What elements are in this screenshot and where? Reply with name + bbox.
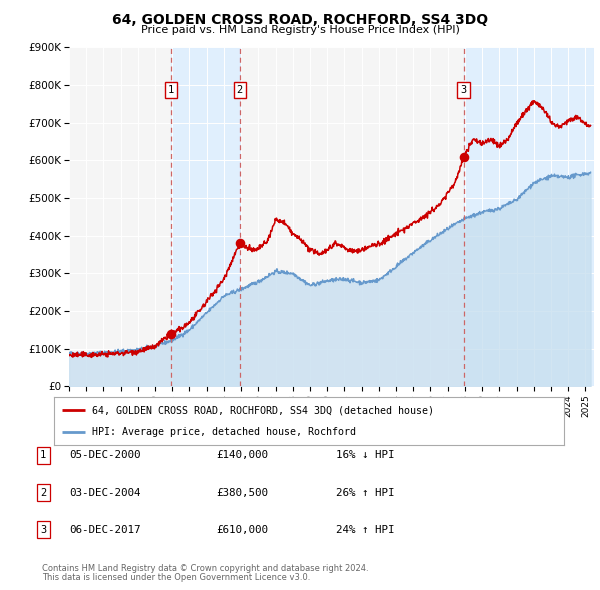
Text: 64, GOLDEN CROSS ROAD, ROCHFORD, SS4 3DQ (detached house): 64, GOLDEN CROSS ROAD, ROCHFORD, SS4 3DQ…	[92, 405, 434, 415]
Text: 24% ↑ HPI: 24% ↑ HPI	[336, 525, 395, 535]
Point	[235, 238, 245, 248]
Text: 1: 1	[168, 84, 174, 94]
Point	[166, 329, 176, 339]
Text: £140,000: £140,000	[216, 451, 268, 460]
Text: 2: 2	[40, 488, 46, 497]
Text: 3: 3	[460, 84, 467, 94]
Bar	[171, 47, 240, 386]
Text: This data is licensed under the Open Government Licence v3.0.: This data is licensed under the Open Gov…	[42, 573, 310, 582]
Text: 64, GOLDEN CROSS ROAD, ROCHFORD, SS4 3DQ: 64, GOLDEN CROSS ROAD, ROCHFORD, SS4 3DQ	[112, 13, 488, 27]
Text: Contains HM Land Registry data © Crown copyright and database right 2024.: Contains HM Land Registry data © Crown c…	[42, 565, 368, 573]
Text: £380,500: £380,500	[216, 488, 268, 497]
Point	[459, 152, 469, 161]
Text: 16% ↓ HPI: 16% ↓ HPI	[336, 451, 395, 460]
Text: Price paid vs. HM Land Registry's House Price Index (HPI): Price paid vs. HM Land Registry's House …	[140, 25, 460, 35]
Bar	[464, 47, 594, 386]
Text: 2: 2	[236, 84, 243, 94]
Text: 03-DEC-2004: 03-DEC-2004	[69, 488, 140, 497]
Text: 26% ↑ HPI: 26% ↑ HPI	[336, 488, 395, 497]
Text: 1: 1	[40, 451, 46, 460]
Text: 06-DEC-2017: 06-DEC-2017	[69, 525, 140, 535]
Text: £610,000: £610,000	[216, 525, 268, 535]
Text: HPI: Average price, detached house, Rochford: HPI: Average price, detached house, Roch…	[92, 427, 356, 437]
Text: 3: 3	[40, 525, 46, 535]
Text: 05-DEC-2000: 05-DEC-2000	[69, 451, 140, 460]
